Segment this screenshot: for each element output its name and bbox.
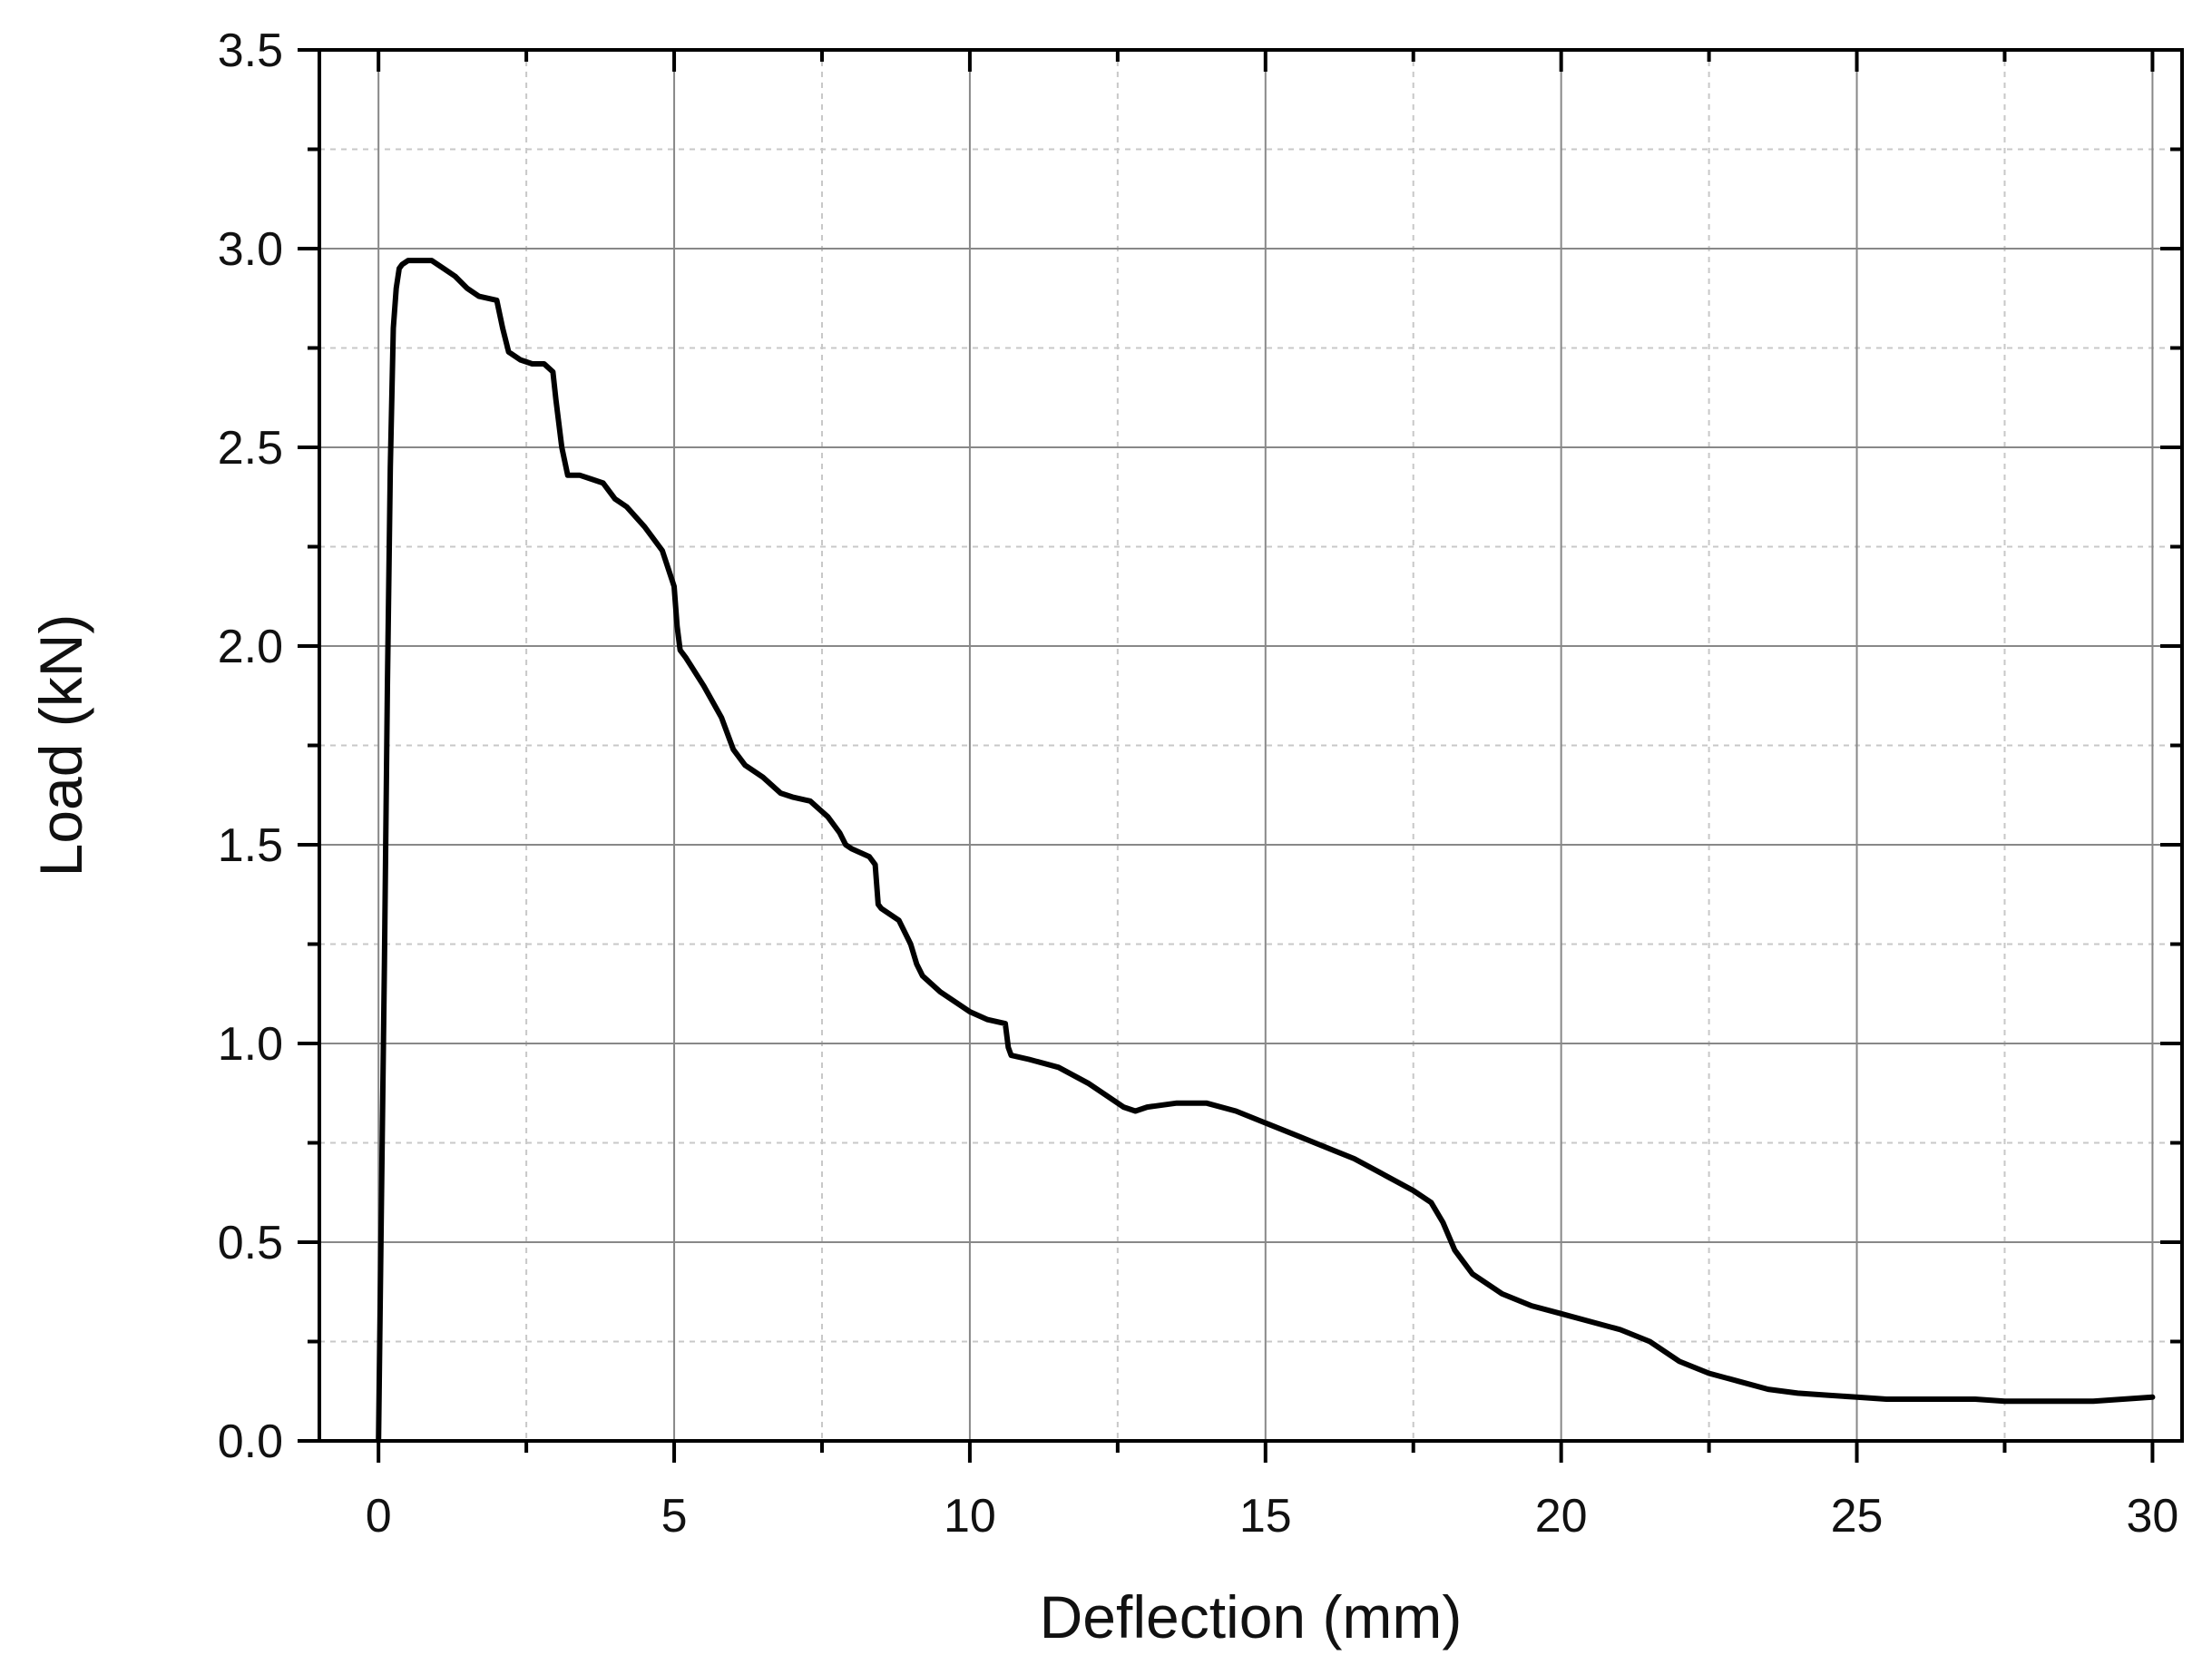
x-tick-label: 10	[944, 1490, 996, 1543]
x-tick-label: 30	[2126, 1490, 2178, 1543]
y-tick-label: 1.5	[218, 819, 283, 872]
y-tick-label: 3.0	[218, 223, 283, 276]
y-tick-label: 2.5	[218, 422, 283, 475]
major-grid	[319, 50, 2182, 1441]
y-tick-label: 0.0	[218, 1415, 283, 1468]
x-tick-label: 25	[1831, 1490, 1884, 1543]
axis-ticks	[298, 48, 2182, 1463]
x-tick-label: 20	[1535, 1490, 1588, 1543]
x-axis-label: Deflection (mm)	[1040, 1583, 1463, 1651]
x-tick-label: 15	[1239, 1490, 1292, 1543]
y-axis-label: Load (kN)	[27, 614, 94, 877]
y-tick-label: 0.5	[218, 1217, 283, 1269]
minor-grid	[319, 50, 2182, 1441]
y-axis-tick-labels: 0.0 0.5 1.0 1.5 2.0 2.5 3.0 3.5	[218, 24, 283, 1468]
x-axis-tick-labels: 0 5 10 15 20 25 30	[366, 1490, 2179, 1543]
x-tick-label: 0	[366, 1490, 392, 1543]
y-tick-label: 3.5	[218, 24, 283, 77]
x-tick-label: 5	[661, 1490, 688, 1543]
y-tick-label: 2.0	[218, 621, 283, 673]
load-deflection-series-line	[376, 258, 2156, 1444]
y-tick-label: 1.0	[218, 1018, 283, 1071]
